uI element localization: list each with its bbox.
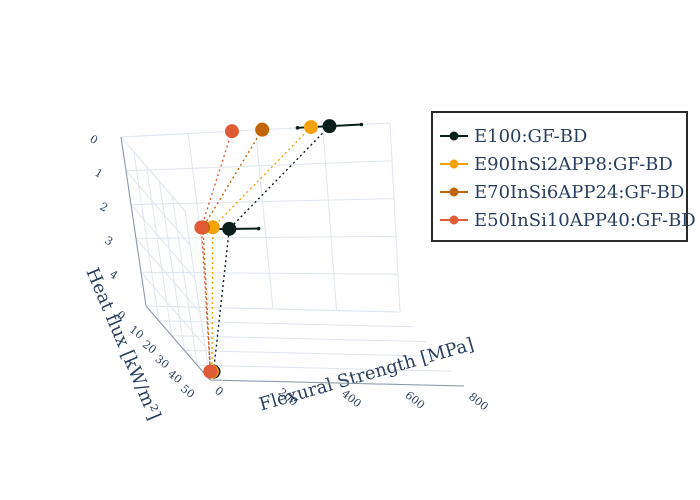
error-bar-cap	[359, 122, 364, 127]
legend-label: E70InSi6APP24:GF-BD	[474, 182, 684, 203]
legend-item: E100:GF-BD	[440, 126, 587, 147]
y-tick-label: 20	[140, 338, 159, 357]
x-tick-label: 600	[403, 389, 428, 412]
z-tick-label: 0	[88, 132, 101, 147]
data-point	[194, 220, 209, 235]
data-point	[203, 364, 218, 379]
series-line	[212, 125, 330, 372]
y-tick-label: 40	[165, 367, 184, 386]
grid-line-y	[133, 151, 160, 321]
y-tick-label: 50	[178, 382, 197, 401]
grid-layer	[120, 122, 465, 387]
data-point	[255, 122, 270, 137]
legend-marker	[449, 187, 459, 197]
z-tick-label: 3	[103, 234, 116, 249]
grid-line-x	[255, 129, 274, 310]
x-tick-label: 0	[212, 384, 226, 399]
data-point	[224, 124, 239, 139]
error-bar-cap	[256, 226, 261, 231]
grid-line-y	[158, 181, 185, 351]
legend-item: E90InSi2APP8:GF-BD	[440, 154, 673, 175]
legend-marker	[449, 215, 459, 225]
legend-label: E90InSi2APP8:GF-BD	[474, 154, 673, 175]
grid-line-floor	[120, 136, 186, 212]
grid-line-y-bottom	[197, 364, 452, 372]
grid-line-y-bottom	[171, 335, 426, 343]
legend-marker	[449, 159, 459, 169]
grid-line-z	[125, 160, 393, 172]
legend-box	[431, 111, 688, 242]
series-line	[202, 129, 263, 372]
grid-line-floor	[125, 170, 191, 246]
y-tick-label: 30	[153, 353, 172, 372]
z-tick-label: 2	[98, 200, 111, 215]
legend-item: E70InSi6APP24:GF-BD	[440, 182, 684, 203]
data-point	[303, 120, 318, 135]
error-bar-cap	[295, 126, 300, 130]
grid-line-y	[184, 210, 211, 381]
legend: E100:GF-BD E90InSi2APP8:GF-BD E70InSi6APP2…	[431, 111, 696, 242]
grid-line-y-bottom	[184, 349, 439, 357]
grid-line-x	[389, 122, 401, 313]
z-tick-label: 4	[108, 268, 121, 283]
legend-label: E50InSi10APP40:GF-BD	[474, 210, 696, 231]
y-axis-line	[145, 305, 211, 381]
axis-layer: Flexural Strength [MPa] Heat flux [kW/m²…	[81, 132, 490, 423]
z-axis-line	[120, 136, 147, 307]
x-tick-label: 800	[466, 390, 491, 413]
grid-line-y-bottom	[158, 320, 413, 328]
series-layer	[194, 119, 364, 379]
grid-line-z	[130, 198, 395, 206]
series-4	[194, 124, 239, 379]
legend-item: E50InSi10APP40:GF-BD	[440, 210, 696, 231]
grid-line-floor	[130, 204, 196, 279]
series-line	[211, 126, 312, 372]
grid-line-floor	[140, 271, 206, 347]
legend-marker	[449, 131, 459, 141]
grid-line-y	[171, 196, 198, 366]
x-axis-line	[209, 379, 465, 387]
left-mask	[0, 250, 79, 450]
legend-label: E100:GF-BD	[474, 126, 587, 147]
data-point	[205, 220, 220, 235]
grid-line-y	[146, 166, 173, 336]
grid-line-x	[322, 126, 337, 311]
grid-line-x	[187, 133, 210, 308]
data-point	[322, 119, 337, 134]
data-point	[222, 221, 237, 236]
series-2	[204, 120, 318, 379]
grid-line-floor	[135, 238, 201, 313]
grid-line-z	[135, 235, 397, 239]
z-tick-label: 1	[93, 166, 106, 181]
